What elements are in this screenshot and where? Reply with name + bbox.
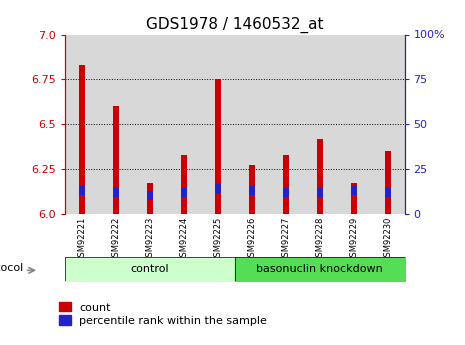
Bar [65, 34, 99, 214]
Bar [201, 34, 235, 214]
Bar [113, 188, 119, 197]
Bar [181, 155, 187, 214]
Bar [371, 34, 405, 214]
Bar [269, 34, 303, 214]
Bar [337, 34, 371, 214]
Bar [249, 166, 255, 214]
Title: GDS1978 / 1460532_at: GDS1978 / 1460532_at [146, 17, 324, 33]
Bar [385, 188, 391, 197]
Bar [283, 188, 289, 197]
Bar [303, 34, 337, 214]
Text: control: control [131, 264, 169, 274]
Bar [133, 34, 167, 214]
Bar [215, 79, 221, 214]
Legend: count, percentile rank within the sample: count, percentile rank within the sample [60, 302, 267, 326]
Bar [79, 186, 85, 195]
Bar [79, 65, 85, 214]
Bar [351, 184, 357, 214]
Bar [147, 191, 153, 200]
Bar [147, 184, 153, 214]
Bar [215, 184, 221, 193]
Bar [113, 106, 119, 214]
Bar [99, 34, 133, 214]
Bar [249, 186, 255, 195]
Bar [317, 188, 323, 197]
Bar [385, 151, 391, 214]
Bar [235, 34, 269, 214]
Text: protocol: protocol [0, 263, 23, 273]
Bar [167, 34, 201, 214]
Text: basonuclin knockdown: basonuclin knockdown [256, 264, 383, 274]
Bar [181, 188, 187, 197]
Bar [351, 186, 357, 195]
Bar [317, 139, 323, 214]
Bar [283, 155, 289, 214]
